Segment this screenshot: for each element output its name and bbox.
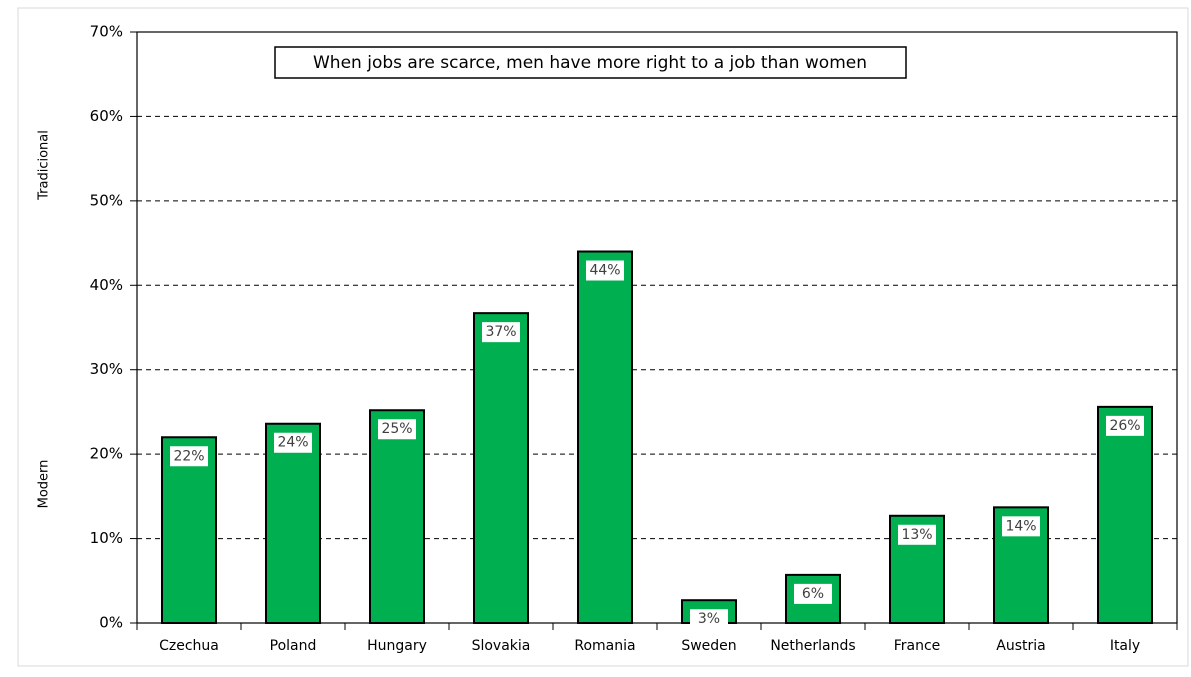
- bar: [265, 422, 321, 624]
- x-tick-label: Netherlands: [770, 638, 855, 654]
- value-label: 6%: [802, 586, 824, 602]
- x-tick-label: Poland: [270, 638, 317, 654]
- y-tick-label: 70%: [90, 23, 123, 41]
- value-label-box: [794, 583, 832, 604]
- title-box: [274, 46, 907, 79]
- value-label: 3%: [698, 611, 720, 627]
- value-label-box: [170, 446, 208, 467]
- value-label: 22%: [173, 448, 204, 464]
- y-tick-label: 10%: [90, 529, 123, 547]
- value-label: 37%: [485, 324, 516, 340]
- value-label: 14%: [1005, 518, 1036, 534]
- chart-title: When jobs are scarce, men have more righ…: [313, 53, 867, 73]
- value-label-box: [1106, 415, 1144, 436]
- value-label-box: [1002, 516, 1040, 537]
- value-label-box: [378, 419, 416, 440]
- value-label-box: [690, 609, 728, 630]
- value-label-box: [586, 260, 624, 281]
- y-tick-label: 50%: [90, 191, 123, 209]
- x-tick-label: Italy: [1110, 638, 1140, 654]
- y-tick-label: 30%: [90, 360, 123, 378]
- value-label-box: [274, 432, 312, 453]
- value-label: 24%: [277, 435, 308, 451]
- bar: [161, 436, 217, 624]
- bar: [369, 409, 425, 624]
- value-label-box: [482, 322, 520, 343]
- side-label: Tradicional: [37, 130, 52, 201]
- bar: [577, 250, 633, 624]
- value-label: 13%: [901, 527, 932, 543]
- x-tick-label: Slovakia: [472, 638, 531, 654]
- value-label-box: [898, 524, 936, 545]
- y-tick-label: 0%: [99, 614, 123, 632]
- bar: [1097, 405, 1153, 624]
- x-tick-label: Austria: [996, 638, 1045, 654]
- y-tick-label: 60%: [90, 107, 123, 125]
- y-tick-label: 40%: [90, 276, 123, 294]
- x-tick-label: Czechua: [159, 638, 219, 654]
- x-tick-label: Romania: [574, 638, 635, 654]
- value-label: 25%: [381, 421, 412, 437]
- x-tick-label: Hungary: [367, 638, 427, 654]
- bar: [473, 312, 529, 624]
- value-label: 26%: [1109, 418, 1140, 434]
- side-label: Modern: [37, 460, 52, 509]
- chart-frame: [17, 7, 1189, 667]
- x-tick-label: France: [894, 638, 941, 654]
- y-tick-label: 20%: [90, 445, 123, 463]
- value-label: 44%: [589, 263, 620, 279]
- x-tick-label: Sweden: [681, 638, 736, 654]
